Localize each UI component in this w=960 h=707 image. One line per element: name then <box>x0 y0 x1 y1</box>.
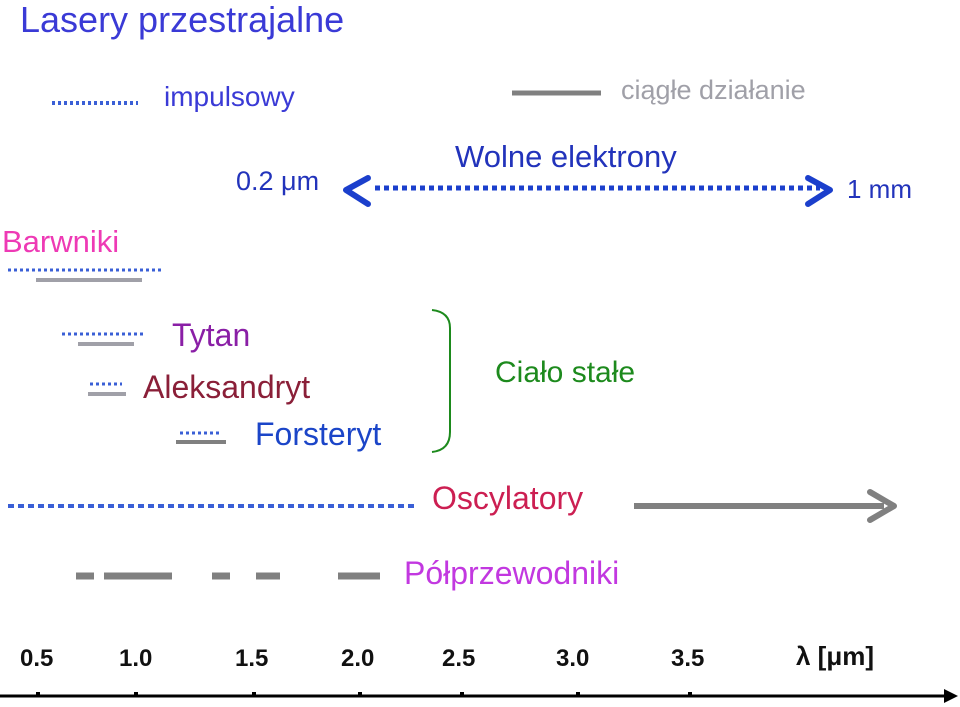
axis-tick-mark <box>576 692 580 696</box>
page-title: Lasery przestrajalne <box>20 0 345 40</box>
axis-tick-mark <box>134 692 138 696</box>
wavelength-axis-arrow-head <box>944 689 958 703</box>
axis-tick-mark <box>36 692 40 696</box>
axis-tick-label: 3.0 <box>556 645 590 672</box>
axis-tick-mark <box>358 692 362 696</box>
axis-tick-mark <box>252 692 256 696</box>
axis-tick-label: 1.5 <box>235 645 269 672</box>
free-electron-end-label: 1 mm <box>847 174 912 204</box>
legend-continuous-label: ciągłe działanie <box>621 75 806 105</box>
axis-tick-mark <box>688 692 692 696</box>
axis-tick-label: 2.0 <box>341 645 375 672</box>
oscillators-label: Oscylatory <box>432 480 584 516</box>
aleksandryt-label: Aleksandryt <box>143 369 311 405</box>
free-electron-start-label: 0.2 μm <box>236 166 320 196</box>
solid-state-label: Ciało stałe <box>495 356 636 389</box>
axis-tick-label: 1.0 <box>119 645 153 672</box>
solid-state-bracket <box>431 309 451 453</box>
forsteryt-label: Forsteryt <box>255 416 382 452</box>
semiconductors-label: Półprzewodniki <box>404 555 620 591</box>
free-electron-arrow-right-head <box>805 175 833 207</box>
axis-tick-label: 2.5 <box>442 645 476 672</box>
free-electron-label: Wolne elektrony <box>455 139 677 174</box>
axis-tick-label: 3.5 <box>671 645 705 672</box>
tytan-label: Tytan <box>172 317 251 353</box>
axis-tick-mark <box>460 692 464 696</box>
axis-unit-label: λ [μm] <box>796 641 875 671</box>
dyes-label: Barwniki <box>2 224 120 259</box>
axis-tick-label: 0.5 <box>20 645 54 672</box>
legend-pulsed-label: impulsowy <box>164 81 295 112</box>
oscillators-arrow-head <box>867 489 897 523</box>
free-electron-arrow-left-head <box>343 175 371 207</box>
